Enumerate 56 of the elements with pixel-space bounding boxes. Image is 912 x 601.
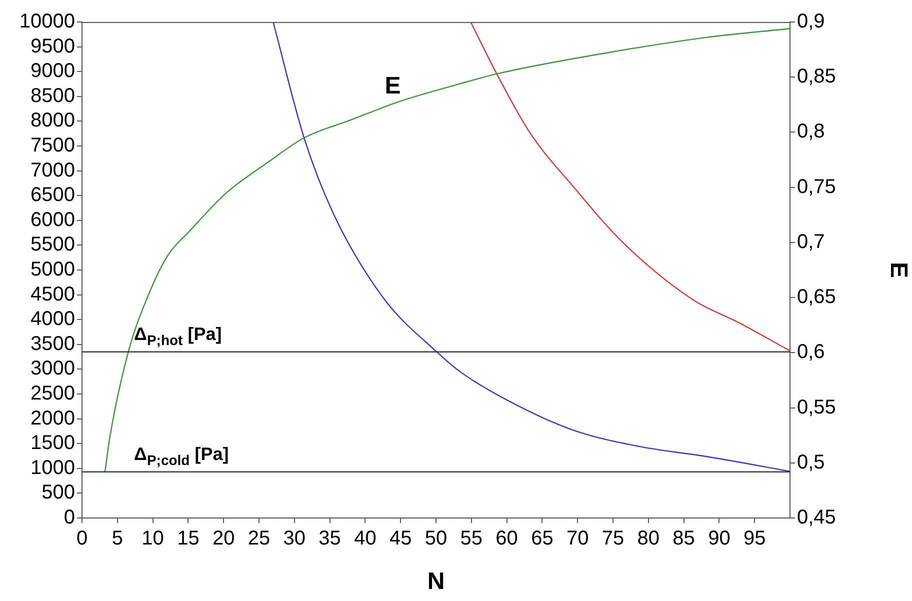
y-tick-label: 7500	[30, 134, 75, 157]
y2-tick-label: 0,8	[797, 120, 825, 143]
y2-tick-label: 0,45	[797, 506, 836, 529]
x-tick-label: 95	[743, 528, 766, 550]
x-tick-label: 15	[177, 528, 200, 550]
y2-tick-label: 0,9	[797, 10, 825, 33]
y-tick-label: 4500	[30, 283, 75, 306]
x-tick-label: 50	[424, 528, 448, 550]
x-tick-label: 40	[354, 528, 376, 550]
y-tick-label: 7000	[30, 159, 75, 182]
line-series	[104, 28, 790, 472]
y2-tick-label: 0,7	[797, 230, 825, 253]
y-tick-label: 8000	[30, 110, 75, 132]
x-tick-label: 85	[672, 528, 695, 550]
y-tick-label: 2500	[30, 382, 75, 405]
x-tick-label: 55	[460, 528, 483, 550]
x-tick-label: 30	[283, 528, 306, 550]
y-tick-label: 9500	[30, 35, 75, 58]
y-tick-label: 1500	[30, 432, 75, 454]
annotation: E	[384, 72, 401, 100]
x-tick-label: 25	[248, 528, 270, 550]
x-tick-label: 10	[142, 528, 164, 550]
line-series	[272, 22, 790, 472]
y-tick-label: 500	[42, 482, 75, 504]
y2-tick-label: 0,55	[797, 396, 836, 418]
x-tick-label: 80	[637, 528, 660, 550]
y2-tick-label: 0,65	[797, 286, 836, 308]
x-tick-label: 45	[389, 528, 412, 550]
y-tick-label: 1000	[30, 456, 75, 479]
y2-tick-label: 0,75	[797, 176, 836, 198]
y-tick-label: 10000	[19, 10, 75, 33]
x-tick-label: 90	[708, 528, 730, 550]
y-tick-label: 5500	[30, 234, 75, 256]
y-tick-label: 4000	[30, 308, 75, 330]
x-tick-label: 5	[112, 528, 123, 550]
x-tick-label: 35	[318, 528, 341, 550]
x-tick-label: 20	[212, 528, 235, 550]
y-tick-label: 5000	[30, 258, 75, 281]
x-axis-title: N	[427, 568, 445, 596]
x-tick-label: 75	[602, 528, 624, 550]
y-tick-label: 2000	[30, 407, 75, 430]
y-tick-label: 6500	[30, 184, 75, 206]
x-tick-label: 65	[531, 528, 554, 550]
y2-tick-label: 0,85	[797, 66, 836, 88]
y-tick-label: 3500	[30, 332, 75, 355]
y2-tick-label: 0,6	[797, 341, 825, 364]
x-tick-label: 70	[566, 528, 589, 550]
y-tick-label: 0	[64, 506, 75, 529]
y-tick-label: 8500	[30, 84, 75, 107]
y-tick-label: 9000	[30, 60, 75, 82]
x-tick-label: 60	[496, 528, 518, 550]
y-tick-label: 6000	[30, 208, 75, 231]
y-tick-label: 3000	[30, 358, 75, 380]
y2-axis-title: E	[884, 262, 912, 278]
line-series	[470, 22, 790, 352]
y2-tick-label: 0,5	[797, 451, 825, 474]
